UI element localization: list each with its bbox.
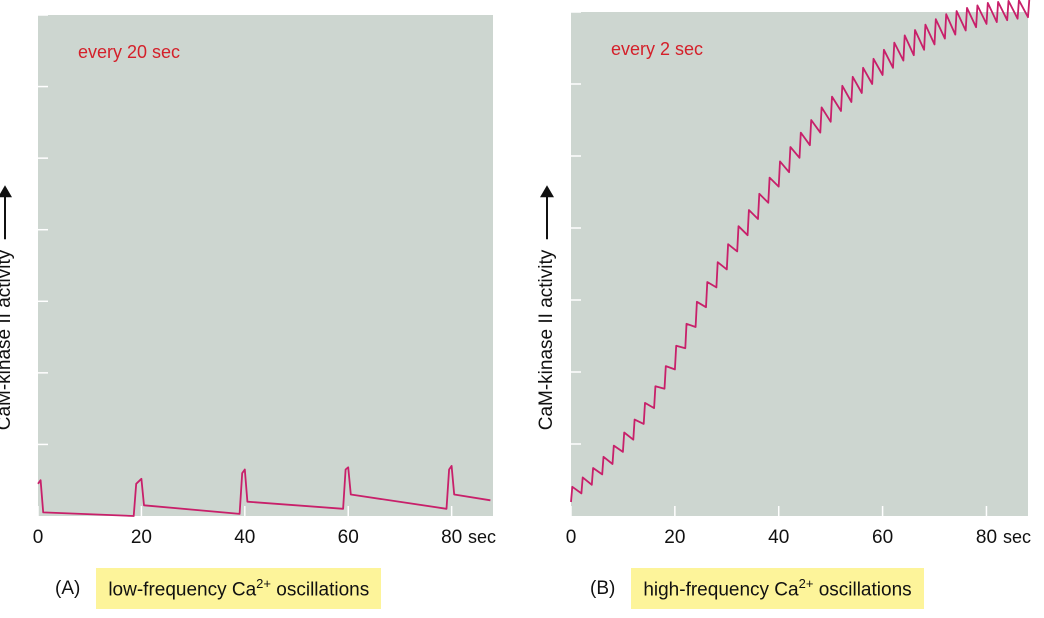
plot-area-b [571,12,1028,516]
caption-tail-b: oscillations [813,579,912,601]
caption-box-a: low-frequency Ca2+ oscillations [96,568,382,610]
x-tick-label-a: 60 [338,527,359,548]
plot-area-a [38,15,493,516]
x-tick-label-b: 40 [768,527,789,548]
y-axis-label-text-b: CaM-kinase II activity [536,249,557,431]
caption-a: (A) low-frequency Ca2+ oscillations [55,568,382,610]
trace-line-b [570,0,1031,503]
chart-a-svg: 0 20 40 60 80 sec every 20 sec [33,14,496,548]
caption-sup-b: 2+ [798,576,814,591]
x-tick-label-a: 80 [441,527,462,548]
up-arrow-icon [4,187,6,240]
x-axis-label-a: sec [468,527,496,547]
caption-text-b: high-frequency Ca [643,579,799,601]
annotation-b: every 2 sec [611,39,703,59]
panel-letter-a: (A) [55,577,81,599]
x-tick-label-b: 80 [976,527,997,548]
x-tick-label-a: 20 [131,527,152,548]
caption-b: (B) high-frequency Ca2+ oscillations [590,568,924,610]
x-tick-label-b: 20 [664,527,685,548]
chart-panel-b: 0 20 40 60 80 sec every 2 sec CaM-kinase II ac… [522,0,1044,618]
panel-letter-b: (B) [590,577,616,599]
y-axis-label-text-a: CaM-kinase II activity [0,249,15,431]
x-tick-label-a: 0 [33,527,44,548]
x-axis-label-b: sec [1003,527,1031,547]
x-tick-label-b: 60 [872,527,893,548]
x-tick-label-a: 40 [234,527,255,548]
chart-b-svg: 0 20 40 60 80 sec every 2 sec [566,0,1031,548]
caption-sup-a: 2+ [256,576,271,591]
trace-line-a [37,465,491,517]
caption-text-a: low-frequency Ca [108,579,257,601]
caption-tail-a: oscillations [271,579,370,601]
caption-box-b: high-frequency Ca2+ oscillations [631,568,924,610]
up-arrow-icon [546,187,548,240]
x-tick-label-b: 0 [566,527,577,548]
annotation-a: every 20 sec [78,42,180,62]
chart-panel-a: 0 20 40 60 80 sec every 20 sec CaM-kinase II a… [0,0,522,618]
